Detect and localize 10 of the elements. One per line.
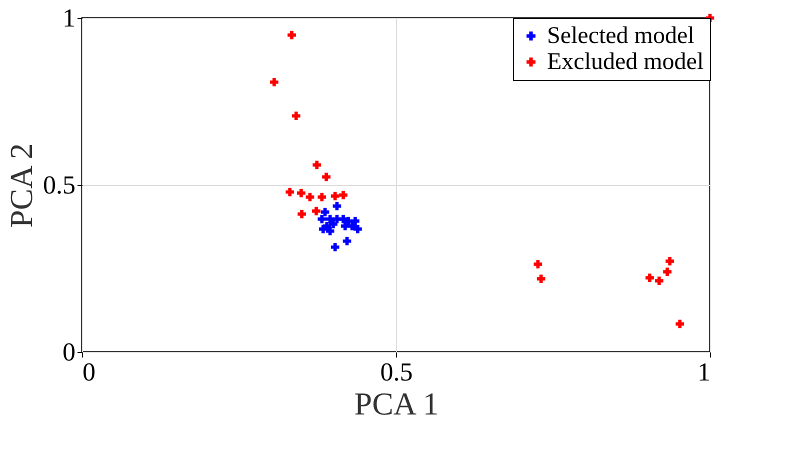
x-tick-label: 0	[82, 358, 96, 386]
y-tick-label: 1	[62, 4, 76, 32]
y-tick-label: 0.5	[43, 170, 76, 200]
x-axis-title: PCA 1	[354, 386, 439, 422]
y-tick-label: 0	[62, 338, 76, 366]
legend-label: Excluded model	[547, 49, 704, 75]
x-tick-label: 1	[698, 358, 710, 386]
legend-label: Selected model	[547, 23, 695, 49]
x-tick-label: 0.5	[380, 358, 413, 386]
y-axis-title: PCA 2	[3, 143, 39, 228]
